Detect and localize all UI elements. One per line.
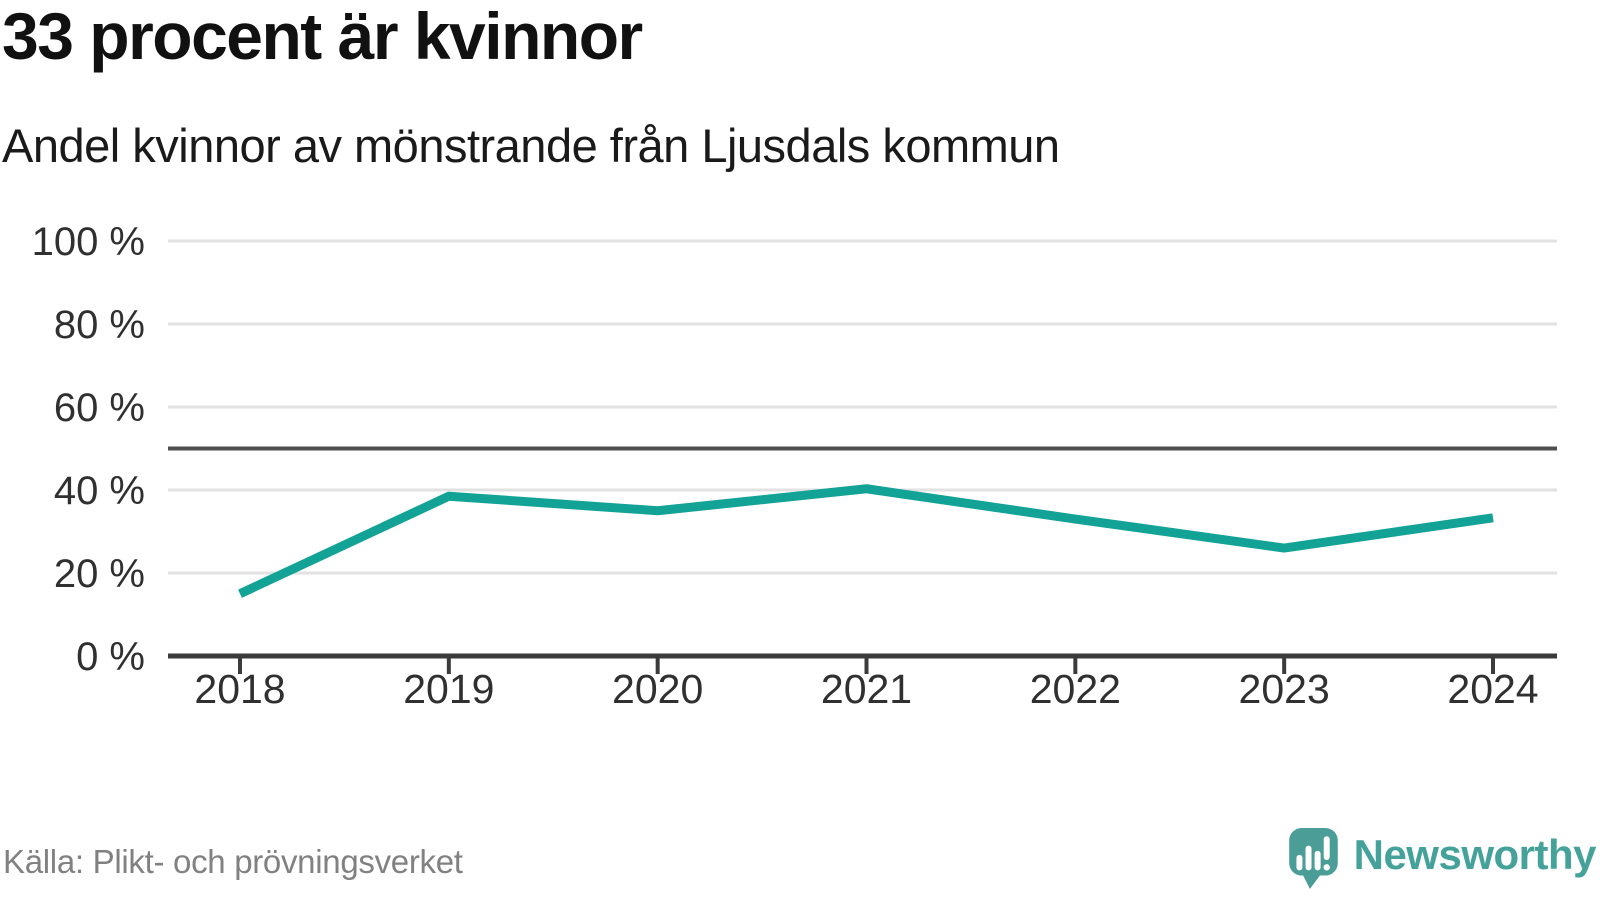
- x-tick-label: 2024: [1447, 666, 1538, 712]
- y-tick-label: 100 %: [32, 220, 145, 264]
- newsworthy-logo: Newsworthy: [1288, 828, 1597, 890]
- x-tick-label: 2018: [194, 666, 285, 712]
- x-tick-label: 2019: [403, 666, 494, 712]
- line-chart: 0 % 20 % 40 % 60 % 80 % 100 % 2018 2019 2020 2021…: [32, 220, 1557, 712]
- chart-title: 33 procent är kvinnor: [2, 0, 643, 73]
- x-tick-label: 2020: [612, 666, 703, 712]
- x-tick-label: 2023: [1239, 666, 1330, 712]
- newsworthy-icon: [1288, 828, 1338, 889]
- data-line: [238, 484, 1494, 598]
- y-tick-label: 0 %: [76, 635, 145, 679]
- x-tick-label: 2021: [821, 666, 912, 712]
- source-note: Källa: Plikt- och prövningsverket: [3, 843, 463, 880]
- chart-subtitle: Andel kvinnor av mönstrande från Ljusdal…: [2, 119, 1060, 172]
- y-tick-label: 20 %: [54, 552, 145, 596]
- y-tick-label: 80 %: [54, 303, 145, 347]
- y-tick-label: 40 %: [54, 469, 145, 513]
- x-tick-label: 2022: [1030, 666, 1121, 712]
- y-tick-label: 60 %: [54, 386, 145, 430]
- newsworthy-wordmark: Newsworthy: [1353, 831, 1597, 878]
